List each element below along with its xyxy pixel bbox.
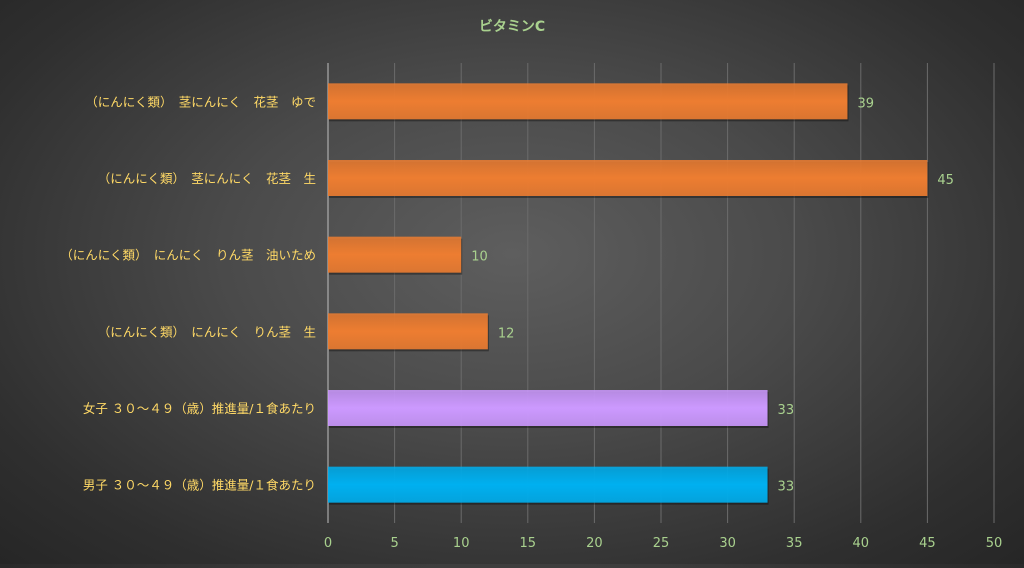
data-label: 12 [498,326,515,341]
bar [328,466,768,503]
x-tick-label: 30 [719,536,736,551]
bars [328,83,929,505]
data-label: 33 [778,403,795,418]
bar [328,83,848,120]
category-label: （にんにく類） にんにく りん茎 油いため [60,248,316,263]
category-label: （にんにく類） 茎にんにく 花茎 ゆで [85,94,316,109]
x-tick-label: 15 [520,536,537,551]
category-label: （にんにく類） にんにく りん茎 生 [98,324,316,339]
axes: 0 5 10 15 20 25 30 35 40 45 50 [324,63,1002,551]
x-tick-label: 45 [919,536,936,551]
labels: （にんにく類） 茎にんにく 花茎 ゆで 39 （にんにく類） 茎にんにく 花茎 生 4… [60,94,954,494]
bar [328,160,928,196]
x-tick-label: 0 [324,536,332,551]
data-label: 45 [937,173,954,188]
x-tick-label: 35 [786,536,803,551]
x-tick-label: 10 [453,536,470,551]
x-tick-label: 25 [653,536,670,551]
category-label: 男子 ３０～４９（歳）推進量/１食あたり [83,478,316,493]
bar [328,313,488,350]
bar [328,236,462,273]
x-tick-label: 50 [986,536,1003,551]
data-label: 39 [857,96,874,111]
category-label: 女子 ３０～４９（歳）推進量/１食あたり [83,401,316,416]
x-tick-label: 5 [390,536,398,551]
x-tick-label: 40 [853,536,870,551]
data-label: 10 [471,250,488,265]
data-label: 33 [778,480,795,495]
x-tick-label: 20 [586,536,603,551]
category-label: （にんにく類） 茎にんにく 花茎 生 [98,171,316,186]
grid-lines [394,63,995,523]
chart-title: ビタミンC [479,19,545,35]
bar [328,390,768,426]
